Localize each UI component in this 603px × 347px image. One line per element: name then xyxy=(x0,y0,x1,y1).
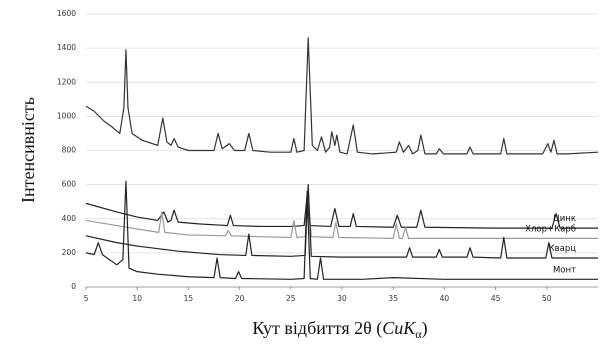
x-tick-label: 50 xyxy=(542,294,552,303)
x-axis-title: Кут відбиття 2θ (CuKα) xyxy=(252,318,427,341)
y-tick-label: 200 xyxy=(62,248,77,257)
series-line xyxy=(85,194,598,229)
y-tick-label: 1200 xyxy=(57,77,76,86)
x-tick-label: 5 xyxy=(84,294,89,303)
x-tick-label: 45 xyxy=(491,294,501,303)
x-axis-title-part: ) xyxy=(422,318,428,339)
series-line xyxy=(85,197,598,239)
x-tick-label: 15 xyxy=(184,294,194,303)
x-tick-label: 25 xyxy=(286,294,296,303)
x-tick-label: 20 xyxy=(235,294,245,303)
x-tick-label: 40 xyxy=(440,294,450,303)
x-axis-title-part: Кут відбиття 2θ ( xyxy=(252,318,382,339)
y-axis-title: Інтенсивність xyxy=(18,97,38,203)
series-line xyxy=(85,184,598,259)
y-tick-label: 1600 xyxy=(57,9,76,18)
y-tick-label: 400 xyxy=(62,214,77,223)
x-axis-title-part: α xyxy=(415,327,422,341)
y-tick-label: 800 xyxy=(62,146,77,155)
series-line xyxy=(85,37,599,155)
y-tick-label: 1000 xyxy=(57,111,76,120)
series-line xyxy=(85,180,598,280)
series-label: Хлор+Карб xyxy=(525,224,576,234)
y-tick-label: 0 xyxy=(71,282,76,291)
x-tick-label: 35 xyxy=(388,294,398,303)
x-axis-title-part: CuK xyxy=(382,318,416,338)
series-label: Цинк xyxy=(553,214,576,224)
series-label: Монт xyxy=(553,265,576,275)
x-tick-label: 10 xyxy=(132,294,142,303)
y-tick-label: 1400 xyxy=(57,43,76,52)
y-tick-label: 600 xyxy=(62,180,77,189)
series-label: Кварц xyxy=(549,244,577,254)
x-tick-label: 30 xyxy=(337,294,347,303)
